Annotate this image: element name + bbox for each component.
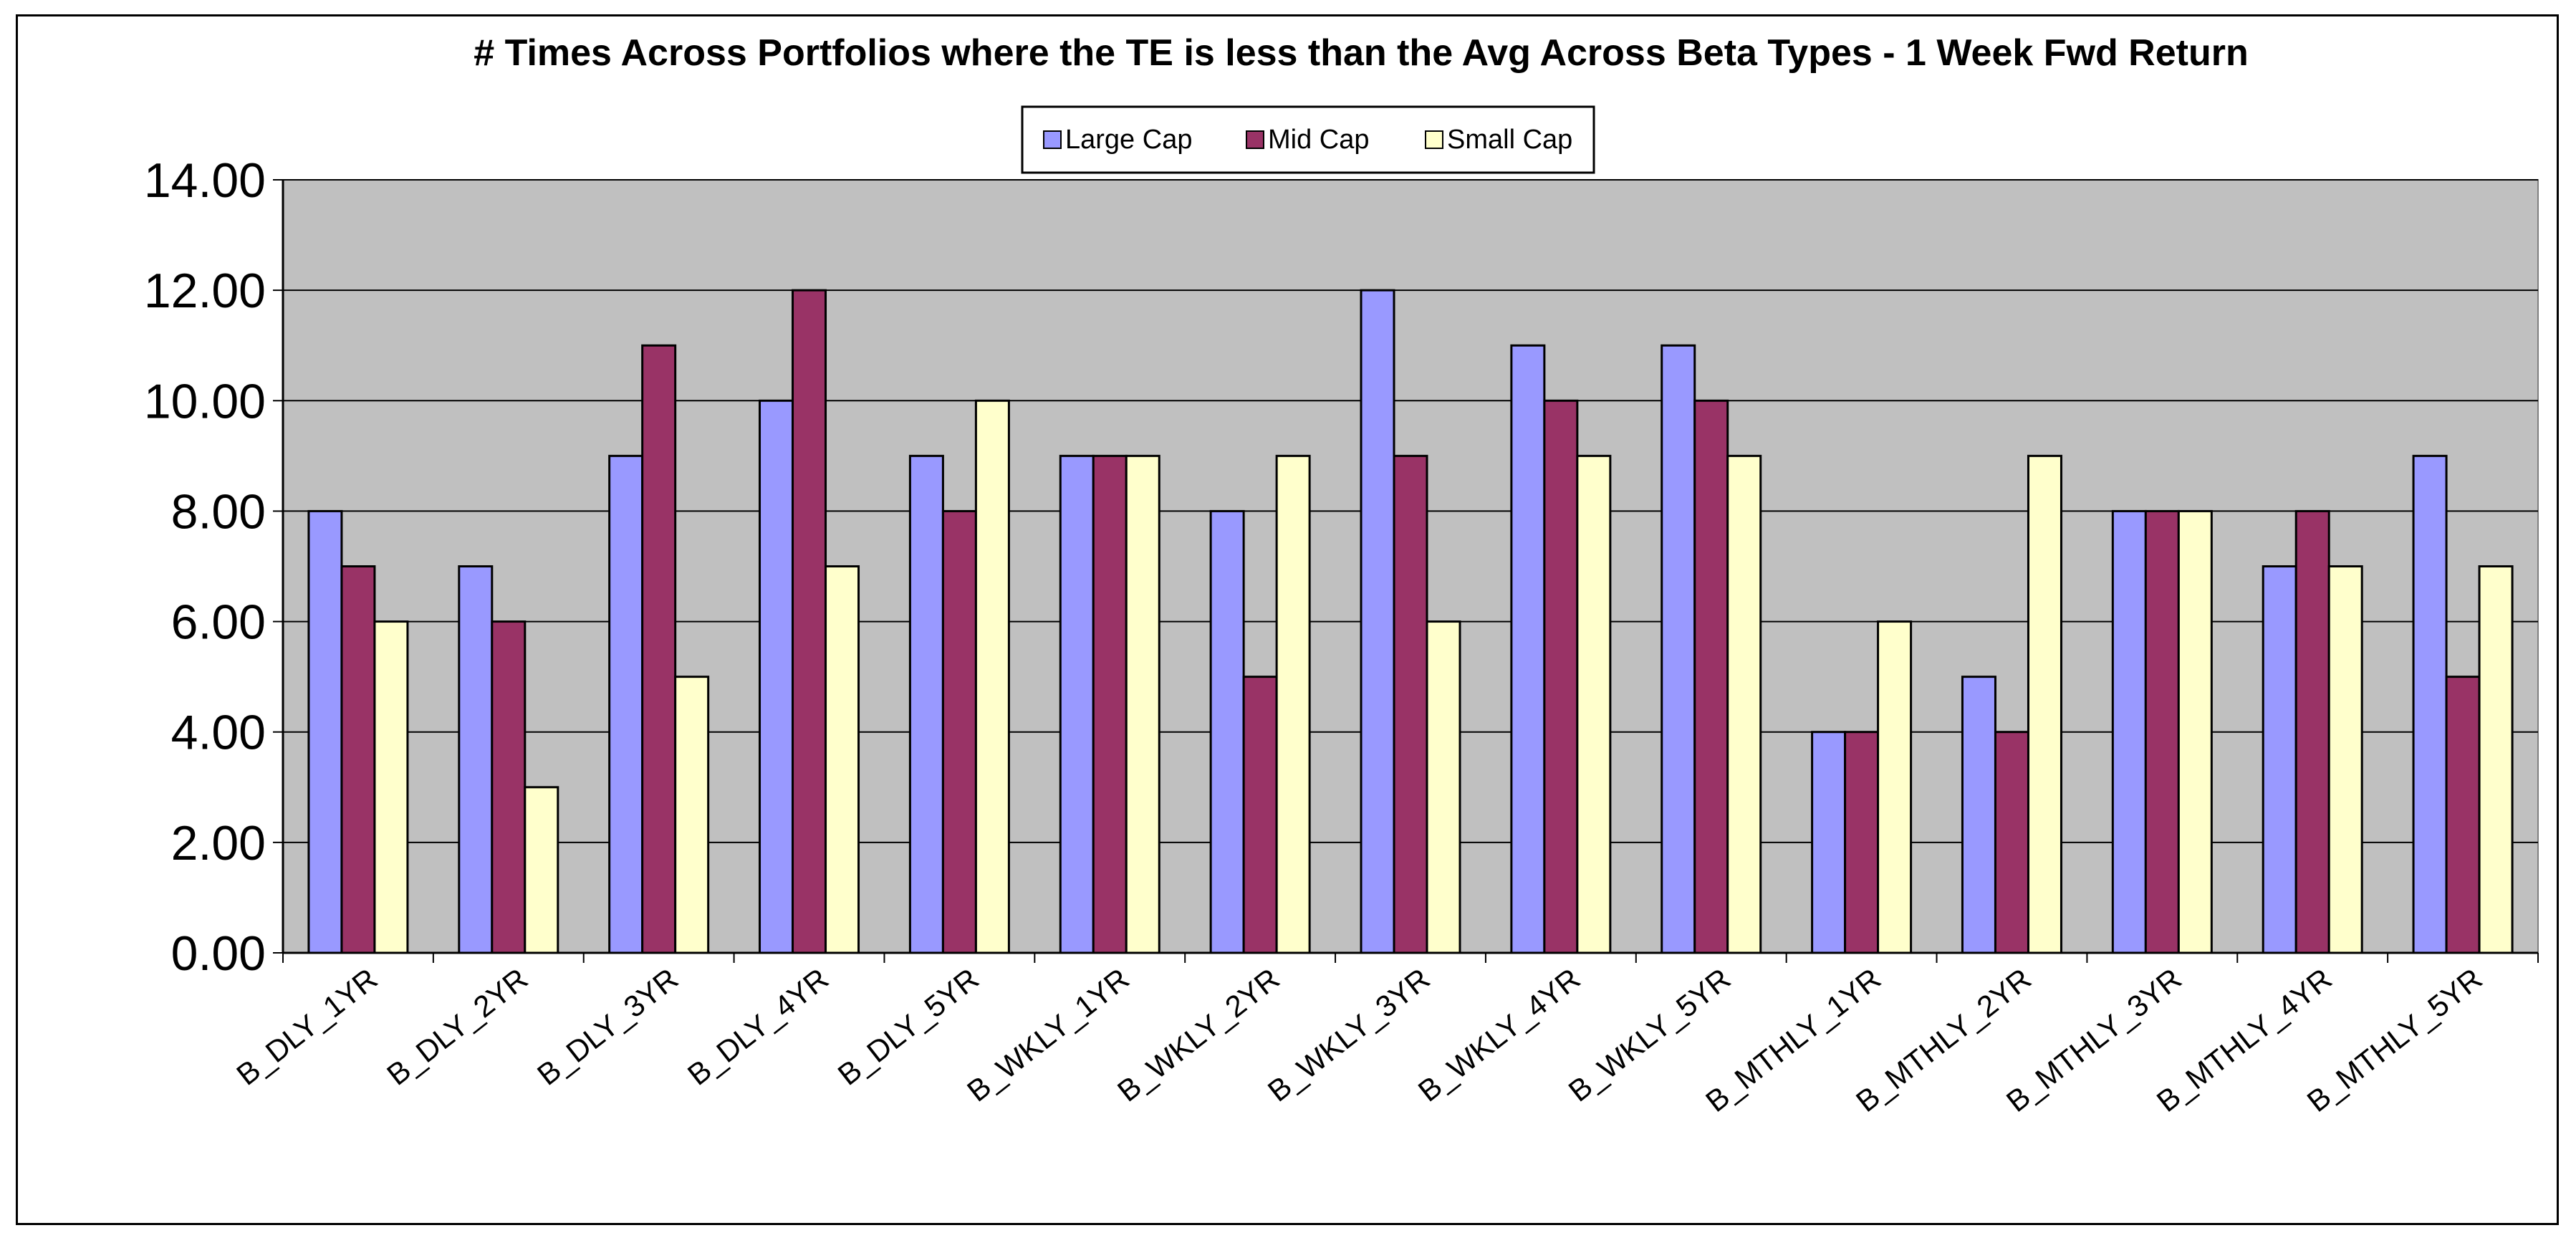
bar-large-cap: [908, 454, 944, 954]
bar-large-cap: [1360, 289, 1395, 954]
bar-large-cap: [2412, 454, 2448, 954]
bar-mid-cap: [792, 289, 827, 954]
bar-small-cap: [373, 620, 409, 954]
y-tick-label: 10.00: [144, 374, 266, 428]
x-category-label: B_DLY_2YR: [380, 961, 534, 1092]
bar-large-cap: [1961, 676, 1996, 954]
y-tick-label: 2.00: [171, 816, 266, 870]
bar-mid-cap: [941, 509, 977, 954]
x-category-label: B_WKLY_2YR: [1111, 961, 1286, 1108]
x-category-label: B_DLY_5YR: [832, 961, 985, 1092]
bar-large-cap: [458, 565, 494, 954]
legend-label-mid-cap: Mid Cap: [1268, 125, 1370, 155]
bar-small-cap: [524, 786, 559, 954]
bar-large-cap: [2262, 565, 2297, 954]
bar-large-cap: [1209, 509, 1245, 954]
y-tick-label: 8.00: [171, 484, 266, 539]
bar-small-cap: [2027, 454, 2062, 954]
y-tick-label: 12.00: [144, 264, 266, 318]
bar-mid-cap: [1693, 399, 1729, 954]
legend-label-large-cap: Large Cap: [1065, 125, 1192, 155]
legend-label-small-cap: Small Cap: [1447, 125, 1572, 155]
x-category-label: B_WKLY_4YR: [1412, 961, 1587, 1108]
y-tick-label: 6.00: [171, 595, 266, 650]
bar-mid-cap: [2294, 509, 2330, 954]
y-tick-label: 4.00: [171, 706, 266, 760]
bar-large-cap: [1661, 344, 1696, 954]
bar-large-cap: [2111, 509, 2147, 954]
plot-area: 0.00 2.00 4.00 6.00 8.00 10.00 12.00 14.00 B_DLY…: [144, 153, 2539, 1118]
bar-mid-cap: [1844, 731, 1880, 954]
chart-frame: # Times Across Portfolios where the TE i…: [16, 14, 2559, 1225]
legend-swatch-large-cap: [1043, 130, 1062, 149]
bar-small-cap: [674, 676, 710, 954]
bar-mid-cap: [641, 344, 677, 954]
x-category-label: B_DLY_3YR: [531, 961, 684, 1092]
bar-small-cap: [2478, 565, 2514, 954]
bar-large-cap: [1811, 731, 1847, 954]
bar-mid-cap: [2144, 509, 2180, 954]
bar-small-cap: [974, 399, 1010, 954]
bar-mid-cap: [1543, 399, 1579, 954]
bar-mid-cap: [491, 620, 527, 954]
bar-small-cap: [2327, 565, 2363, 954]
legend-swatch-small-cap: [1425, 130, 1443, 149]
bar-small-cap: [1576, 454, 1612, 954]
bar-small-cap: [1877, 620, 1913, 954]
legend-box: [1021, 105, 1595, 174]
bar-large-cap: [1510, 344, 1546, 954]
chart-svg: # Times Across Portfolios where the TE i…: [144, 32, 2539, 1118]
bar-small-cap: [1125, 454, 1160, 954]
bar-small-cap: [2177, 509, 2213, 954]
legend-swatch-mid-cap: [1246, 130, 1264, 149]
chart-title: # Times Across Portfolios where the TE i…: [474, 32, 2248, 74]
x-category-label: B_WKLY_1YR: [961, 961, 1135, 1108]
bar-large-cap: [608, 454, 644, 954]
bar-mid-cap: [2445, 676, 2481, 954]
x-category-label: B_WKLY_3YR: [1261, 961, 1436, 1108]
bar-small-cap: [1726, 454, 1762, 954]
bar-small-cap: [1275, 454, 1311, 954]
bar-mid-cap: [1994, 731, 2029, 954]
y-tick-label: 14.00: [144, 153, 266, 208]
bar-large-cap: [307, 509, 343, 954]
bar-mid-cap: [1393, 454, 1428, 954]
bar-large-cap: [1059, 454, 1095, 954]
bar-small-cap: [825, 565, 860, 954]
bar-mid-cap: [1092, 454, 1128, 954]
legend: Large Cap Mid Cap Small Cap: [1021, 105, 1595, 174]
y-tick-label: 0.00: [171, 926, 266, 981]
x-category-label: B_DLY_4YR: [681, 961, 835, 1092]
bar-large-cap: [759, 399, 794, 954]
bar-mid-cap: [1242, 676, 1278, 954]
x-category-label: B_DLY_1YR: [230, 961, 383, 1092]
bar-small-cap: [1426, 620, 1461, 954]
bar-mid-cap: [340, 565, 376, 954]
